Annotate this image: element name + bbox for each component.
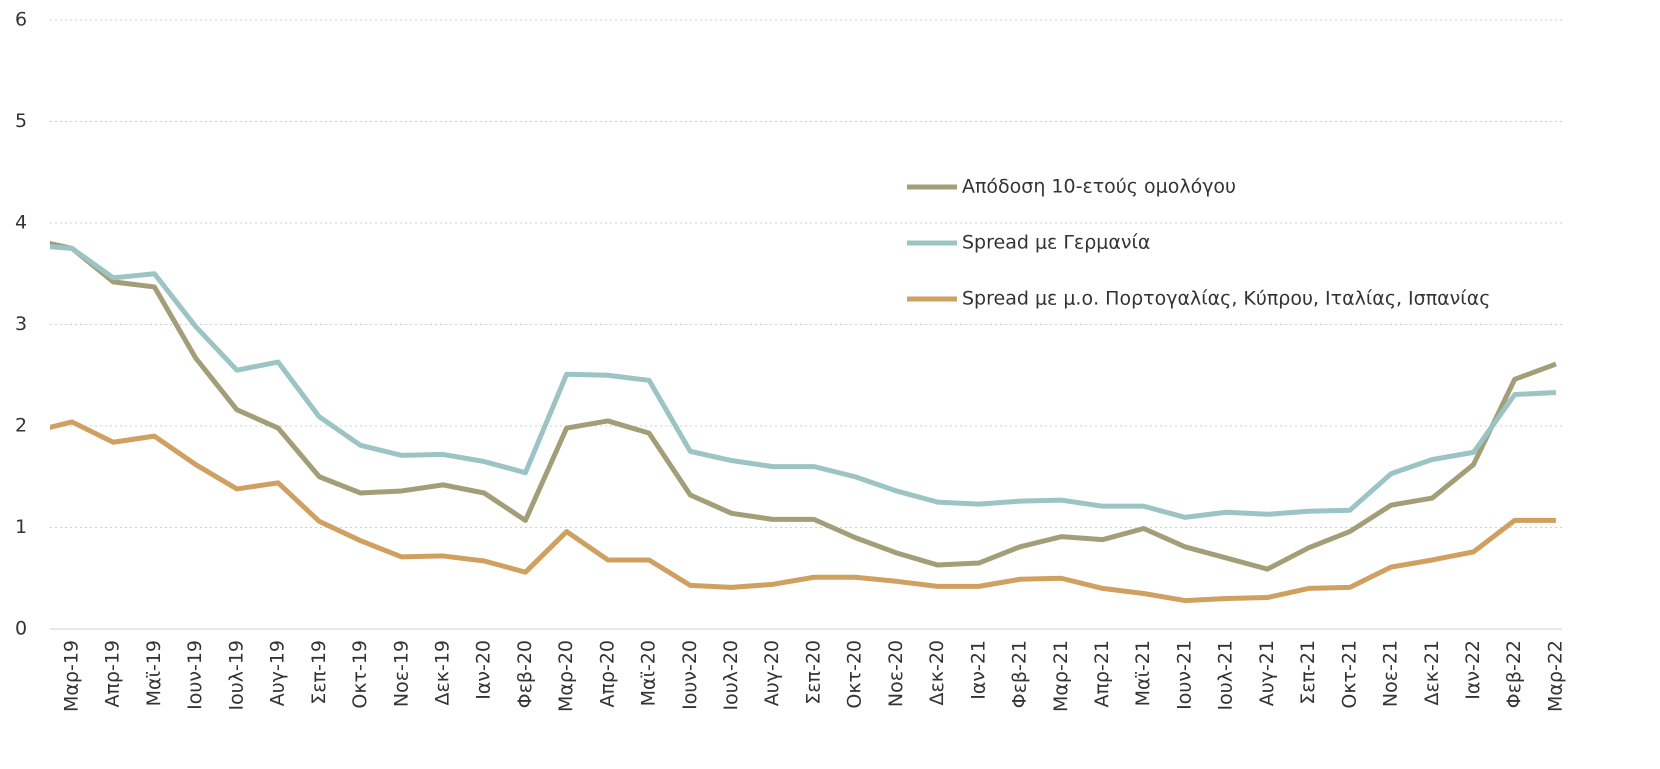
x-tick-label: Οκτ-20 [844, 640, 866, 709]
x-tick-label: Δεκ-19 [431, 640, 453, 706]
x-tick-label: Αυγ-19 [267, 640, 289, 706]
x-tick-label: Φεβ-21 [1009, 640, 1031, 708]
legend-label: Spread με μ.ο. Πορτογαλίας, Κύπρου, Ιταλ… [962, 288, 1490, 310]
x-tick-label: Μαϊ-20 [638, 640, 660, 706]
x-tick-label: Ιουλ-19 [225, 640, 247, 711]
series-line [50, 419, 1556, 604]
x-tick-label: Ιουν-20 [679, 640, 701, 710]
x-tick-label: Ιαν-21 [967, 640, 989, 700]
series-line [50, 240, 1557, 572]
x-tick-label: Νοε-21 [1380, 640, 1402, 707]
x-tick-label: Μαρ-22 [1544, 640, 1566, 712]
x-tick-label: Ιουν-21 [1173, 640, 1195, 710]
series-line [50, 244, 1557, 520]
x-tick-label: Μαρ-21 [1050, 640, 1072, 712]
x-tick-label: Οκτ-21 [1338, 640, 1360, 709]
y-tick-label: 6 [15, 9, 27, 31]
y-tick-label: 2 [15, 415, 27, 437]
x-tick-label: Νοε-19 [390, 640, 412, 707]
x-tick-label: Δεκ-20 [926, 640, 948, 706]
x-tick-label: Ιουν-19 [184, 640, 206, 710]
y-tick-label: 3 [15, 313, 27, 335]
x-tick-label: Οκτ-19 [349, 640, 371, 709]
x-tick-label: Δεκ-21 [1421, 640, 1443, 706]
x-tick-label: Ιουλ-20 [720, 640, 742, 711]
x-tick-label: Μαρ-20 [555, 640, 577, 712]
x-tick-label: Ιαν-22 [1462, 640, 1484, 700]
x-tick-label: Ιουλ-21 [1215, 640, 1237, 711]
x-tick-label: Ιαν-20 [473, 640, 495, 700]
x-tick-label: Σεπ-21 [1297, 640, 1319, 705]
y-tick-label: 1 [15, 516, 27, 538]
x-tick-label: Φεβ-20 [514, 640, 536, 708]
labels: 0 1 2 3 4 5 6 Μαρ-19 Απρ-19 Μαϊ-19 Ιουν-19 Ιουλ-19 Α… [15, 9, 1566, 713]
y-tick-label: 5 [15, 110, 27, 132]
x-tick-label: Απρ-21 [1091, 640, 1113, 708]
x-tick-label: Απρ-20 [596, 640, 618, 708]
x-tick-label: Μαρ-19 [61, 640, 83, 712]
y-tick-label: 4 [15, 212, 27, 234]
x-tick-label: Απρ-19 [102, 640, 124, 708]
x-tick-label: Μαϊ-19 [143, 640, 165, 706]
x-tick-label: Νοε-20 [885, 640, 907, 707]
legend-label: Απόδοση 10-ετούς ομολόγου [962, 176, 1236, 198]
plot [50, 240, 1557, 604]
x-tick-label: Σεπ-19 [308, 640, 330, 705]
legend-label: Spread με Γερμανία [962, 232, 1150, 254]
x-tick-label: Φεβ-22 [1503, 640, 1525, 708]
x-tick-label: Σεπ-20 [802, 640, 824, 705]
grid [50, 19, 1562, 630]
x-tick-label: Αυγ-21 [1256, 640, 1278, 706]
x-tick-label: Αυγ-20 [761, 640, 783, 706]
x-tick-label: Μαϊ-21 [1132, 640, 1154, 706]
y-tick-label: 0 [15, 618, 27, 640]
